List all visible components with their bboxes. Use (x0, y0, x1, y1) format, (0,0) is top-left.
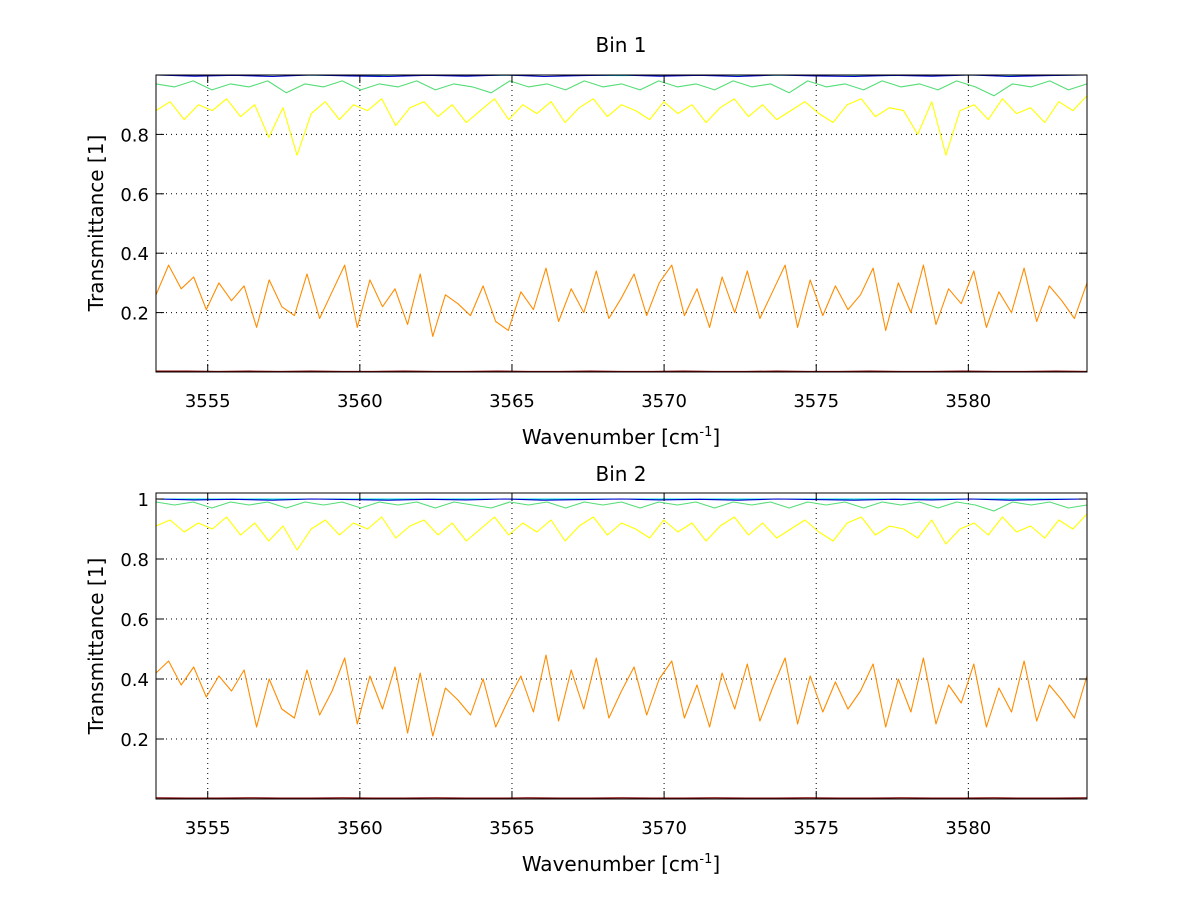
y-tick-label: 1 (138, 490, 149, 511)
x-tick-label: 3555 (185, 391, 231, 412)
series-line-3 (155, 80, 1088, 97)
y-tick-label: 0.2 (120, 304, 149, 325)
plot-area (155, 74, 1088, 373)
x-tick-label: 3580 (945, 818, 991, 839)
x-tick-label: 3570 (641, 391, 687, 412)
series-line-2 (155, 95, 1088, 156)
x-tick-label: 3575 (793, 391, 839, 412)
series-layer (155, 498, 1088, 799)
y-tick-label: 0.8 (120, 125, 149, 146)
series-line-1 (155, 264, 1088, 337)
y-axis-label: Transmittance [1] (84, 135, 108, 313)
y-tick-label: 0.4 (120, 670, 149, 691)
subplot-title: Bin 2 (595, 462, 646, 486)
grid-lines (156, 75, 1087, 372)
y-tick-label: 0.4 (120, 244, 149, 265)
x-tick-label: 3555 (185, 818, 231, 839)
tick-layer: 3555 3560 3565 3570 3575 3580 0.2 0.4 0.6 0.8 (120, 75, 1087, 412)
plot-area (155, 492, 1088, 800)
plot-frame (155, 492, 1088, 800)
y-tick-label: 0.8 (120, 550, 149, 571)
y-tick-label: 0.6 (120, 185, 149, 206)
series-line-3 (155, 501, 1088, 512)
y-axis-label: Transmittance [1] (84, 558, 108, 736)
y-tick-label: 0.6 (120, 610, 149, 631)
plot-frame (155, 74, 1088, 373)
subplot-bin-1: Bin 1 3555 3560 3565 3570 3575 3580 0.2 0.4 0.6 0… (84, 33, 1088, 449)
y-tick-label: 0.2 (120, 730, 149, 751)
x-axis-label: Wavenumber [cm-1] (522, 852, 720, 876)
x-tick-label: 3565 (489, 818, 535, 839)
x-tick-label: 3560 (337, 818, 383, 839)
x-tick-label: 3565 (489, 391, 535, 412)
x-tick-label: 3575 (793, 818, 839, 839)
tick-layer: 3555 3560 3565 3570 3575 3580 0.2 0.4 0.6 0.8 1 (120, 490, 1087, 839)
x-tick-label: 3570 (641, 818, 687, 839)
x-axis-label: Wavenumber [cm-1] (522, 425, 720, 449)
subplot-title: Bin 1 (595, 33, 646, 57)
series-line-1 (155, 654, 1088, 737)
x-tick-label: 3560 (337, 391, 383, 412)
series-line-2 (155, 513, 1088, 551)
series-line-5 (155, 498, 1088, 501)
subplot-bin-2: Bin 2 3555 3560 3565 3570 3575 3580 0.2 0.4 0.6 0… (84, 462, 1088, 876)
x-tick-label: 3580 (945, 391, 991, 412)
